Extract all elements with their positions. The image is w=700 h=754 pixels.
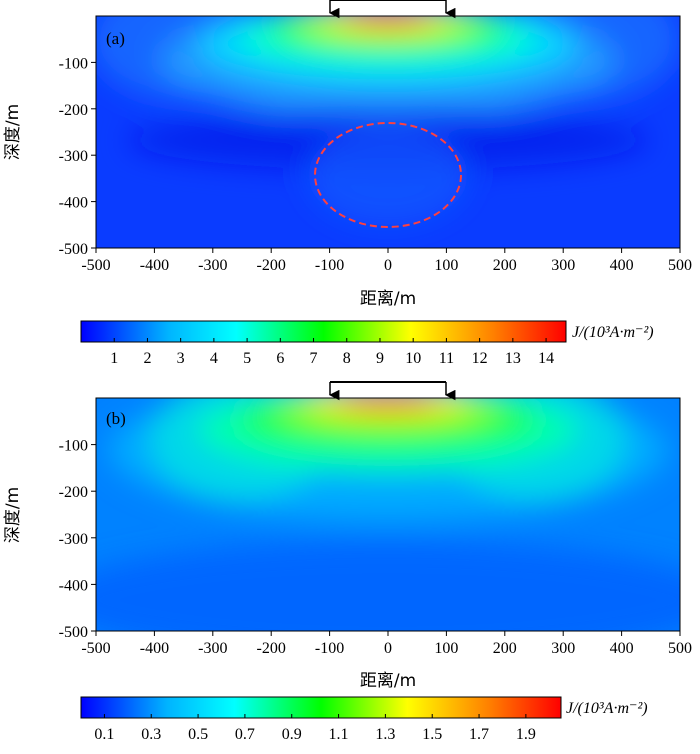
anomaly-ellipse-a (314, 122, 462, 228)
x-tick-label: -200 (257, 257, 286, 274)
y-tick-label: -300 (59, 531, 88, 548)
colorbar-ticks-a: 1 2 3 4 5 6 7 8 9 10 11 12 13 14 (110, 338, 554, 367)
colorbar-tick-label: 10 (405, 350, 421, 367)
y-axis-label-b: 深度/m (3, 487, 23, 543)
x-tick-label: -400 (140, 257, 169, 274)
x-axis-label-a: 距离/m (360, 289, 416, 309)
x-tick-label: -500 (81, 640, 110, 657)
colorbar-tick-label: 6 (276, 350, 284, 367)
y-tick-label: -400 (59, 195, 88, 212)
x-tick-label: 100 (434, 640, 458, 657)
colorbar-label-b: J/(10³A·m⁻²) (566, 700, 648, 717)
colorbar-tick-label: 13 (505, 350, 521, 367)
colorbar-tick-label: 1.3 (375, 726, 395, 743)
colorbar-tick-label: 1.5 (422, 726, 442, 743)
x-tick-label: -100 (315, 640, 344, 657)
y-tick-label: -500 (59, 241, 88, 258)
electrode-bracket-a (328, 0, 456, 19)
x-tick-label: 100 (434, 257, 458, 274)
panel-b: (b) -500 -400 -300 -200 -100 0 100 200 300 400 500… (3, 381, 692, 691)
colorbar-label-a: J/(10³A·m⁻²) (572, 324, 654, 341)
axis-ticks-a: -500 -400 -300 -200 -100 0 100 200 300 400 500 -100… (59, 55, 692, 274)
x-tick-label: -500 (81, 257, 110, 274)
y-tick-label: -400 (59, 577, 88, 594)
colorbar-tick-label: 1.9 (516, 726, 536, 743)
colorbar-ticks-b: 0.1 0.3 0.5 0.7 0.9 1.1 1.3 1.5 1.7 1.9 (94, 714, 536, 743)
axis-ticks-b: -500 -400 -300 -200 -100 0 100 200 300 400 500 -100… (59, 438, 692, 657)
x-tick-label: 0 (384, 640, 392, 657)
colorbar-tick-label: 0.3 (141, 726, 161, 743)
x-tick-label: 300 (551, 640, 575, 657)
colorbar-tick-label: 3 (177, 350, 185, 367)
x-tick-label: -400 (140, 640, 169, 657)
colorbar-tick-label: 11 (439, 350, 454, 367)
heatmap-a (96, 16, 680, 248)
colorbar-tick-label: 0.7 (235, 726, 255, 743)
x-tick-label: 500 (668, 640, 692, 657)
y-tick-label: -500 (59, 624, 88, 641)
x-tick-label: 200 (493, 640, 517, 657)
y-tick-label: -200 (59, 102, 88, 119)
colorbar-tick-label: 8 (343, 350, 351, 367)
x-tick-label: 500 (668, 257, 692, 274)
colorbar-tick-label: 14 (538, 350, 554, 367)
y-axis-label-a: 深度/m (3, 104, 23, 160)
x-tick-label: 400 (610, 257, 634, 274)
colorbar-tick-label: 0.1 (94, 726, 114, 743)
panel-label-a: (a) (106, 29, 125, 48)
x-tick-label: 200 (493, 257, 517, 274)
colorbar-tick-label: 4 (210, 350, 218, 367)
colorbar-b: 0.1 0.3 0.5 0.7 0.9 1.1 1.3 1.5 1.7 1.9 J/(10³A·m… (80, 696, 648, 743)
y-tick-label: -100 (59, 55, 88, 72)
x-tick-label: 300 (551, 257, 575, 274)
colorbar-tick-label: 2 (143, 350, 151, 367)
x-axis-label-b: 距离/m (360, 671, 416, 691)
panel-a: (a) -500 -400 -300 -200 -100 0 100 200 300 400 500… (3, 0, 692, 309)
colorbar-tick-label: 0.9 (282, 726, 302, 743)
x-tick-label: -100 (315, 257, 344, 274)
colorbar-tick-label: 1 (110, 350, 118, 367)
x-tick-label: -300 (198, 640, 227, 657)
x-tick-label: -300 (198, 257, 227, 274)
y-tick-label: -200 (59, 484, 88, 501)
colorbar-tick-label: 9 (376, 350, 384, 367)
y-tick-label: -100 (59, 438, 88, 455)
heatmap-b (96, 398, 680, 631)
electrode-bracket-b (328, 381, 456, 401)
panel-label-b: (b) (106, 409, 126, 428)
x-tick-label: -200 (257, 640, 286, 657)
colorbar-tick-label: 0.5 (188, 726, 208, 743)
x-tick-label: 0 (384, 257, 392, 274)
colorbar-tick-label: 1.1 (329, 726, 349, 743)
colorbar-tick-label: 5 (243, 350, 251, 367)
colorbar-a: 1 2 3 4 5 6 7 8 9 10 11 12 13 14 J/(10³A·m⁻²) (80, 320, 654, 367)
colorbar-tick-label: 12 (472, 350, 488, 367)
colorbar-tick-label: 1.7 (469, 726, 489, 743)
x-tick-label: 400 (610, 640, 634, 657)
colorbar-tick-label: 7 (310, 350, 318, 367)
y-tick-label: -300 (59, 148, 88, 165)
